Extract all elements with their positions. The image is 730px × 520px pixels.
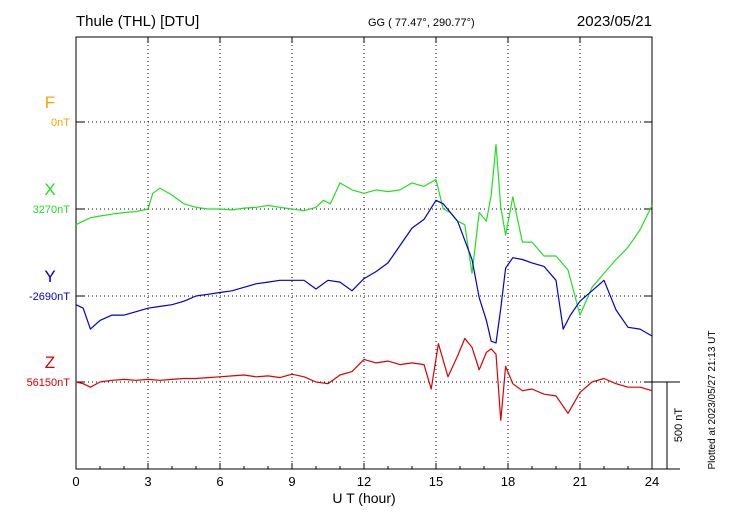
plot-date: 2023/05/21 [577, 13, 652, 30]
series-line-y [75, 199, 653, 344]
x-tick-label: 21 [573, 474, 587, 489]
x-tick-label: 18 [501, 474, 515, 489]
x-tick-label: 9 [288, 474, 295, 489]
series-lines [75, 144, 653, 421]
series-name-z: Z [45, 353, 55, 372]
series-baseline-x: 3270nT [33, 204, 71, 216]
station-title: Thule (THL) [DTU] [76, 13, 199, 30]
series-baseline-f: 0nT [51, 117, 70, 129]
series-line-x [75, 144, 653, 316]
scale-bar: 500 nT [652, 381, 685, 470]
x-tick-label: 24 [645, 474, 659, 489]
series-name-f: F [45, 93, 55, 112]
series-name-x: X [44, 180, 55, 199]
series-labels: F 0nT X 3270nT Y -2690nT Z 56150nT [27, 93, 71, 389]
x-tick-label: 15 [429, 474, 443, 489]
series-line-z [75, 337, 653, 421]
series-baseline-z: 56150nT [27, 377, 71, 389]
x-axis-label: U T (hour) [332, 490, 395, 506]
x-tick-label: 3 [144, 474, 151, 489]
x-tick-label: 12 [357, 474, 371, 489]
plotted-timestamp: Plotted at 2023/05/27 21:13 UT [707, 331, 718, 470]
series-baseline-y: -2690nT [29, 291, 70, 303]
series-name-y: Y [44, 267, 55, 286]
station-coordinates: GG ( 77.47°, 290.77°) [368, 17, 475, 29]
x-tick-label: 0 [72, 474, 79, 489]
x-axis-ticks: 0 3 6 9 12 15 18 21 24 [72, 37, 659, 489]
scale-bar-label: 500 nT [673, 408, 685, 443]
x-tick-label: 6 [216, 474, 223, 489]
gridlines [76, 36, 652, 469]
